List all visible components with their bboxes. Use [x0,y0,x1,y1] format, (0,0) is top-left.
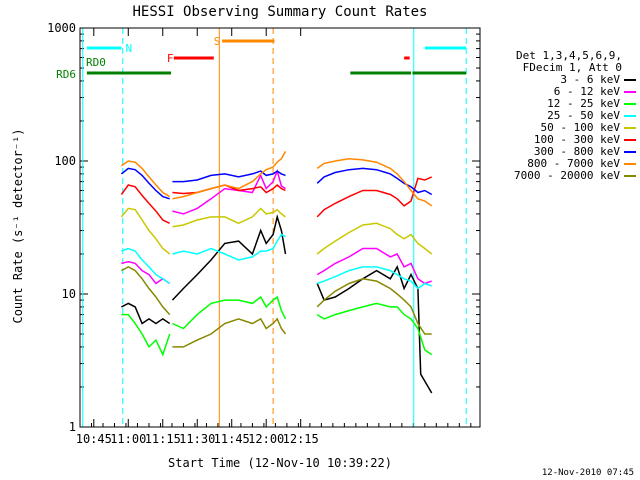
legend-swatch [624,91,636,93]
series-line [120,167,170,200]
legend-label: 50 - 100 keV [540,121,620,134]
legend-header-line-2: FDecim 1, Att 0 [522,61,622,74]
legend-swatch [624,175,636,177]
x-axis-label: Start Time (12-Nov-10 10:39:22) [168,456,392,470]
series-line [316,278,432,335]
chart-title: HESSI Observing Summary Count Rates [132,4,427,20]
y-axis-label: Count Rate (s⁻¹ detector⁻¹) [11,128,25,323]
series-line [121,247,171,285]
legend-label: 800 - 7000 keV [527,157,620,170]
legend-entry: 50 - 100 keV [484,122,636,134]
legend-swatch [624,103,636,105]
series-line [316,167,433,196]
flag-label: RD6 [56,68,76,81]
legend-swatch [624,163,636,165]
legend-entry: 800 - 7000 keV [484,158,636,170]
y-tick-label: 10 [62,287,76,301]
legend-label: 7000 - 20000 keV [514,169,620,182]
legend-swatch [624,127,636,129]
legend-swatch [624,151,636,153]
legend-swatch [624,139,636,141]
x-tick-label: 12:15 [283,432,319,446]
legend-entry: 12 - 25 keV [484,98,636,110]
series-line [120,184,171,224]
legend-entry: 100 - 300 keV [484,134,636,146]
y-tick-label: 100 [54,154,76,168]
series-line [120,160,171,198]
y-tick-label: 1000 [47,21,76,35]
legend-label: 12 - 25 keV [547,97,620,110]
legend-entry: 7000 - 20000 keV [484,170,636,182]
series-line [316,302,433,356]
series-line [121,302,171,325]
x-tick-label: 11:45 [214,432,250,446]
flag-label: S [214,35,221,48]
flag-label: RD0 [86,56,106,69]
x-tick-label: 11:15 [145,432,181,446]
legend: Det 1,3,4,5,6,9, FDecim 1, Att 0 3 - 6 k… [484,50,636,182]
legend-entry: 300 - 800 keV [484,146,636,158]
series-line [172,151,287,200]
legend-entry: 3 - 6 keV [484,74,636,86]
legend-header-line-1: Det 1,3,4,5,6,9, [516,49,622,62]
series-line [172,295,287,330]
series-line [316,176,433,218]
series-line [121,260,171,285]
x-tick-label: 11:00 [110,432,146,446]
x-tick-label: 11:30 [179,432,215,446]
series-line [121,266,171,316]
legend-entry: 6 - 12 keV [484,86,636,98]
legend-entry: 25 - 50 keV [484,110,636,122]
legend-swatch [624,115,636,117]
legend-label: 6 - 12 keV [553,85,620,98]
legend-label: 3 - 6 keV [560,73,620,86]
series-line [316,157,433,207]
series-line [172,317,287,348]
series-line [121,313,171,357]
flag-label: F [167,52,174,65]
flag-label: N [126,42,133,55]
series-line [316,247,432,285]
legend-swatch [624,79,636,81]
series-line [171,214,287,301]
series-line [316,222,433,255]
series-line [120,207,171,255]
series-line [172,207,286,228]
legend-label: 100 - 300 keV [533,133,620,146]
x-tick-label: 10:45 [76,432,112,446]
timestamp: 12-Nov-2010 07:45 [541,468,634,478]
plot-frame [79,27,481,428]
series-line [172,233,286,261]
series-line [316,266,432,290]
y-tick-label: 1 [69,420,76,434]
x-tick-label: 12:00 [248,432,284,446]
series-line [172,170,286,183]
legend-label: 25 - 50 keV [547,109,620,122]
legend-label: 300 - 800 keV [533,145,620,158]
